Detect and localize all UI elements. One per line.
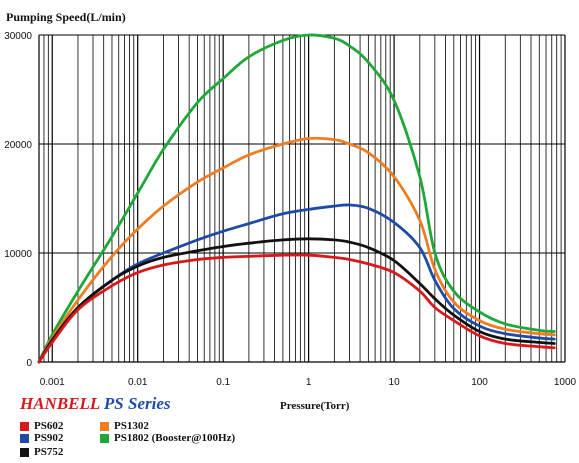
- legend-swatch: [20, 421, 29, 431]
- y-tick-label: 0: [26, 358, 32, 369]
- legend-item-ps1802: PS1802 (Booster@100Hz): [100, 432, 235, 444]
- series-line-ps602: [37, 253, 556, 364]
- series-line-ps1802-booster-100hz: [37, 33, 556, 364]
- brand-title: HANBELL PS Series: [20, 394, 171, 414]
- y-axis-title: Pumping Speed(L/min): [6, 10, 126, 24]
- x-tick-label: 10: [389, 377, 401, 388]
- series-lines: [37, 33, 556, 364]
- legend-swatch: [20, 433, 29, 443]
- legend-item-ps602: PS602: [20, 420, 63, 432]
- x-tick-label: 1: [306, 377, 312, 388]
- legend-label: PS1302: [114, 420, 149, 432]
- legend-item-ps752: PS752: [20, 446, 63, 458]
- series-line-ps1302: [37, 136, 556, 364]
- legend-swatch: [100, 433, 109, 443]
- legend-label: PS1802 (Booster@100Hz): [114, 432, 236, 444]
- y-tick-label: 10000: [4, 249, 32, 260]
- legend-label: PS602: [34, 420, 64, 432]
- y-tick-label: 30000: [4, 31, 32, 42]
- grid: [38, 34, 566, 363]
- series-line-ps752: [37, 237, 556, 364]
- x-tick-label: 1000: [554, 377, 577, 388]
- x-tick-label: 0.001: [40, 377, 65, 388]
- brand-name: HANBELL: [20, 394, 100, 413]
- x-tick-label: 100: [471, 377, 488, 388]
- x-tick-label: 0.01: [128, 377, 148, 388]
- legend-item-ps1302: PS1302: [100, 420, 149, 432]
- y-tick-label: 20000: [4, 140, 32, 151]
- legend-label: PS902: [34, 432, 64, 444]
- legend-swatch: [20, 447, 29, 457]
- legend-swatch: [100, 421, 109, 431]
- legend-item-ps902: PS902: [20, 432, 63, 444]
- legend-label: PS752: [34, 446, 64, 458]
- x-axis-title: Pressure(Torr): [280, 400, 350, 412]
- axes: [38, 35, 565, 363]
- x-tick-label: 0.1: [216, 377, 230, 388]
- brand-series: PS Series: [103, 394, 171, 413]
